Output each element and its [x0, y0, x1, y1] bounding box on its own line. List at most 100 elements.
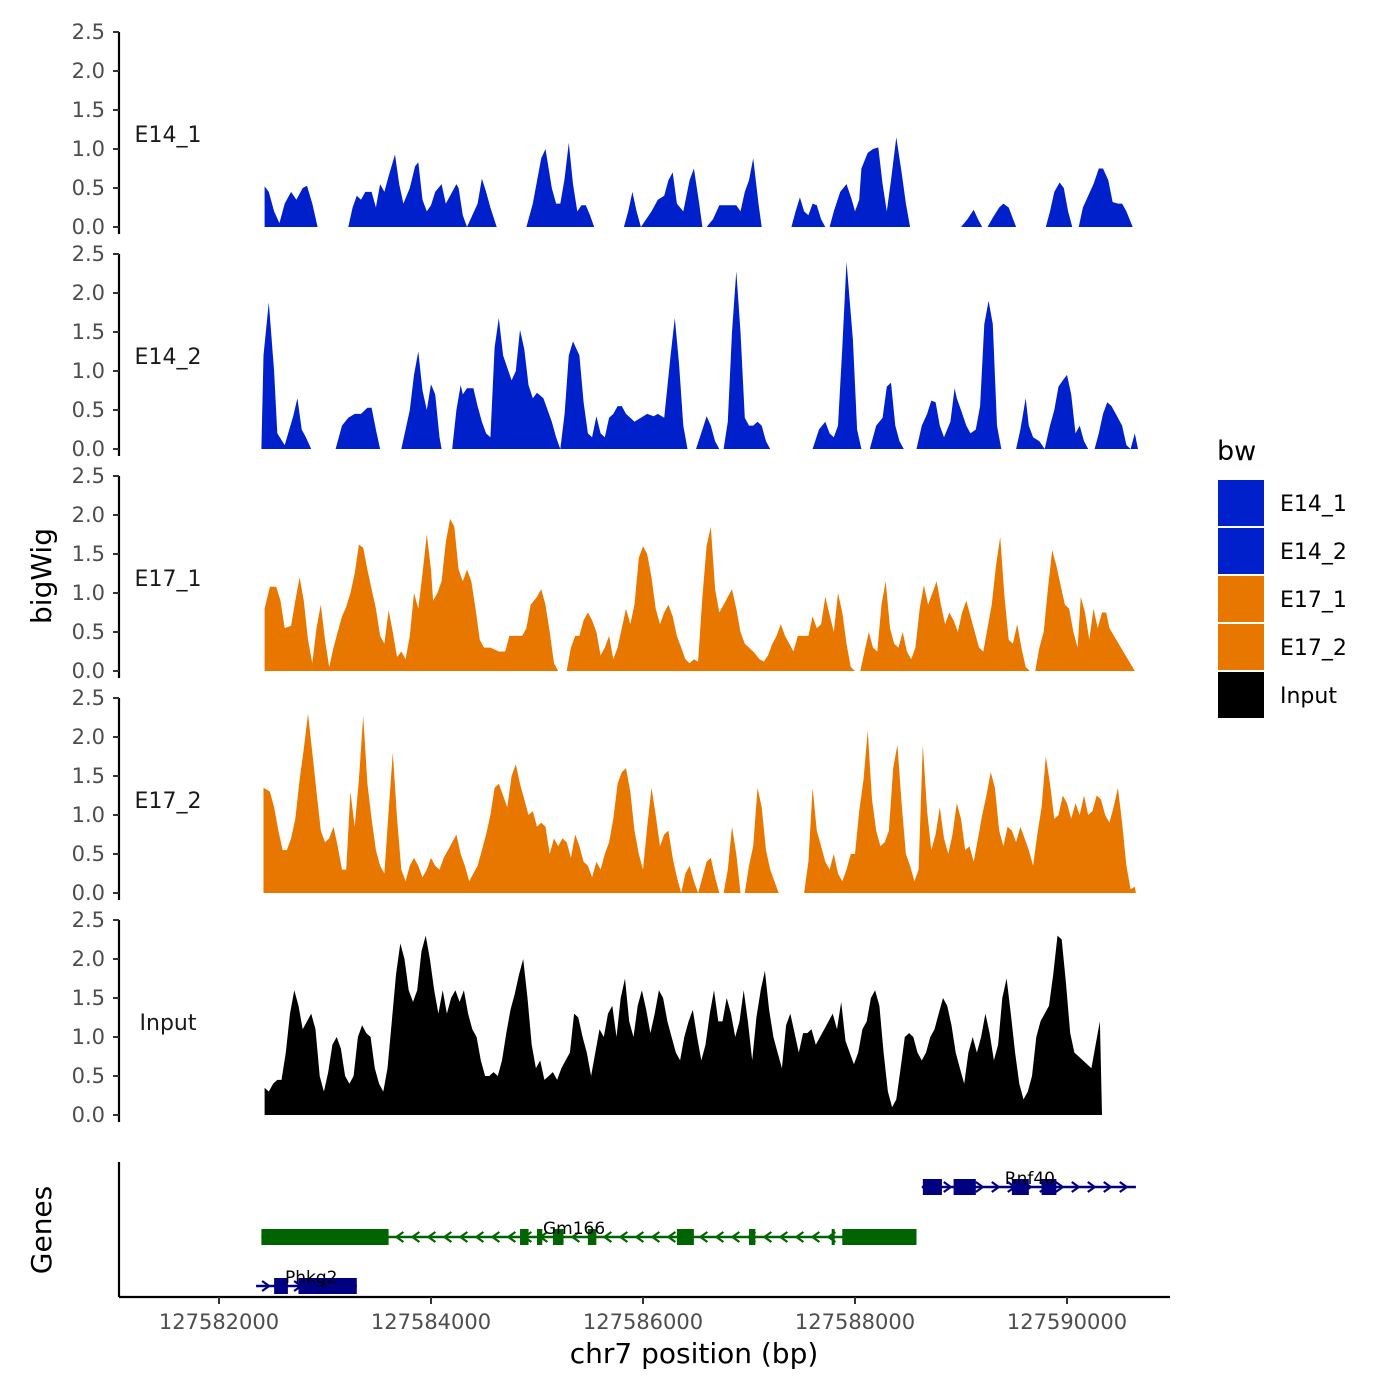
- strand-arrow: [426, 1231, 437, 1243]
- gene-Phkg2: Phkg2: [256, 1268, 357, 1294]
- strand-arrow: [1103, 1181, 1113, 1193]
- strand-arrow: [1087, 1181, 1097, 1193]
- strand-arrow: [650, 1231, 661, 1243]
- gene-exon: [842, 1229, 917, 1245]
- track-label: E17_1: [135, 567, 202, 592]
- y-tick-label: 0.0: [72, 215, 105, 239]
- y-tick-label: 0.5: [72, 176, 105, 200]
- track-label: E17_2: [135, 789, 202, 814]
- strand-arrow: [634, 1231, 645, 1243]
- gene-exon: [676, 1229, 694, 1245]
- y-tick-label: 1.0: [72, 137, 105, 161]
- strand-arrow: [778, 1231, 789, 1243]
- y-tick-label: 0.5: [72, 842, 105, 866]
- y-tick-label: 1.0: [72, 1025, 105, 1049]
- legend-key-Input: [1218, 672, 1264, 718]
- legend-label: E17_1: [1280, 588, 1347, 613]
- gene-exon: [520, 1229, 529, 1245]
- track-E17_2: 0.0 0.5 1.0 1.5 2.0 2.5 E17_2: [72, 686, 1136, 905]
- strand-arrow: [991, 1181, 1001, 1193]
- gene-exon: [922, 1179, 942, 1195]
- y-tick-label: 2.5: [72, 686, 105, 710]
- gene-exon: [274, 1278, 288, 1294]
- gene-exon: [537, 1229, 543, 1245]
- gene-exon: [298, 1278, 357, 1294]
- strand-arrow: [602, 1231, 613, 1243]
- coverage-area-E17_1: [264, 518, 1135, 671]
- coverage-area-E17_2: [263, 713, 1136, 893]
- legend-label: E14_1: [1280, 492, 1347, 517]
- strand-arrow: [618, 1231, 629, 1243]
- y-tick-label: 2.5: [72, 20, 105, 44]
- genes-axis-title: Genes: [25, 1186, 58, 1274]
- y-tick-label: 0.0: [72, 659, 105, 683]
- gene-label: Rnf40: [1005, 1169, 1055, 1189]
- gene-Rnf40: Rnf40: [921, 1169, 1136, 1195]
- gene-exon: [552, 1229, 564, 1245]
- legend-key-E17_2: [1218, 624, 1264, 670]
- y-tick-label: 1.0: [72, 359, 105, 383]
- legend-key-E14_1: [1218, 480, 1264, 526]
- gene-label: Gm166: [543, 1219, 605, 1239]
- x-axis: 127582000 127584000 127586000 127588000 1275…: [119, 1295, 1170, 1334]
- y-tick-label: 0.0: [72, 437, 105, 461]
- track-E14_1: 0.0 0.5 1.0 1.5 2.0 2.5 E14_1: [72, 20, 1133, 239]
- strand-arrow: [943, 1181, 953, 1193]
- y-tick-label: 2.0: [72, 59, 105, 83]
- coverage-area-Input: [264, 935, 1103, 1115]
- track-label: E14_2: [135, 345, 202, 370]
- strand-arrow: [1055, 1181, 1065, 1193]
- strand-arrow: [261, 1280, 271, 1292]
- gene-label: Phkg2: [285, 1268, 337, 1288]
- strand-arrow: [666, 1231, 677, 1243]
- y-tick-label: 1.0: [72, 581, 105, 605]
- coverage-tracks: 0.0 0.5 1.0 1.5 2.0 2.5 E14_1 0.0 0.5 1.0 1.5 2.0 2.…: [72, 20, 1138, 1127]
- legend-label: E14_2: [1280, 540, 1347, 565]
- gene-exon: [1011, 1179, 1029, 1195]
- legend: bw E14_1 E14_2 E17_1 E17_2 Input: [1217, 436, 1347, 718]
- strand-arrow: [714, 1231, 725, 1243]
- strand-arrow: [458, 1231, 469, 1243]
- x-tick-label: 127582000: [159, 1310, 279, 1334]
- strand-arrow: [730, 1231, 741, 1243]
- y-tick-label: 0.0: [72, 1103, 105, 1127]
- strand-arrow: [394, 1231, 405, 1243]
- y-tick-label: 2.0: [72, 281, 105, 305]
- strand-arrow: [1119, 1181, 1129, 1193]
- x-tick-label: 127590000: [1007, 1310, 1127, 1334]
- gene-exon: [831, 1229, 835, 1245]
- y-tick-label: 0.5: [72, 620, 105, 644]
- y-tick-label: 0.0: [72, 881, 105, 905]
- y-tick-label: 2.0: [72, 503, 105, 527]
- gene-exon: [953, 1179, 976, 1195]
- strand-arrow: [1071, 1181, 1081, 1193]
- y-tick-label: 2.5: [72, 242, 105, 266]
- strand-arrow: [794, 1231, 805, 1243]
- strand-arrow: [975, 1181, 985, 1193]
- x-tick-label: 127586000: [583, 1310, 703, 1334]
- coverage-area-E14_2: [261, 261, 1138, 449]
- coverage-area-E14_1: [264, 137, 1133, 227]
- strand-arrow: [698, 1231, 709, 1243]
- x-axis-title: chr7 position (bp): [570, 1337, 819, 1370]
- y-tick-label: 0.5: [72, 398, 105, 422]
- strand-arrow: [410, 1231, 421, 1243]
- x-tick-label: 127588000: [795, 1310, 915, 1334]
- y-tick-label: 1.5: [72, 986, 105, 1010]
- strand-arrow: [506, 1231, 517, 1243]
- y-tick-label: 2.0: [72, 947, 105, 971]
- strand-arrow: [762, 1231, 773, 1243]
- strand-arrow: [490, 1231, 501, 1243]
- strand-arrow: [570, 1231, 581, 1243]
- legend-title: bw: [1217, 436, 1256, 467]
- legend-key-E14_2: [1218, 528, 1264, 574]
- strand-arrow: [474, 1231, 485, 1243]
- y-tick-label: 2.0: [72, 725, 105, 749]
- gene-exon: [261, 1229, 389, 1245]
- y-tick-label: 1.5: [72, 542, 105, 566]
- legend-key-E17_1: [1218, 576, 1264, 622]
- gene-Gm166: Gm166: [261, 1219, 917, 1245]
- track-label: E14_1: [135, 123, 202, 148]
- track-E14_2: 0.0 0.5 1.0 1.5 2.0 2.5 E14_2: [72, 242, 1138, 461]
